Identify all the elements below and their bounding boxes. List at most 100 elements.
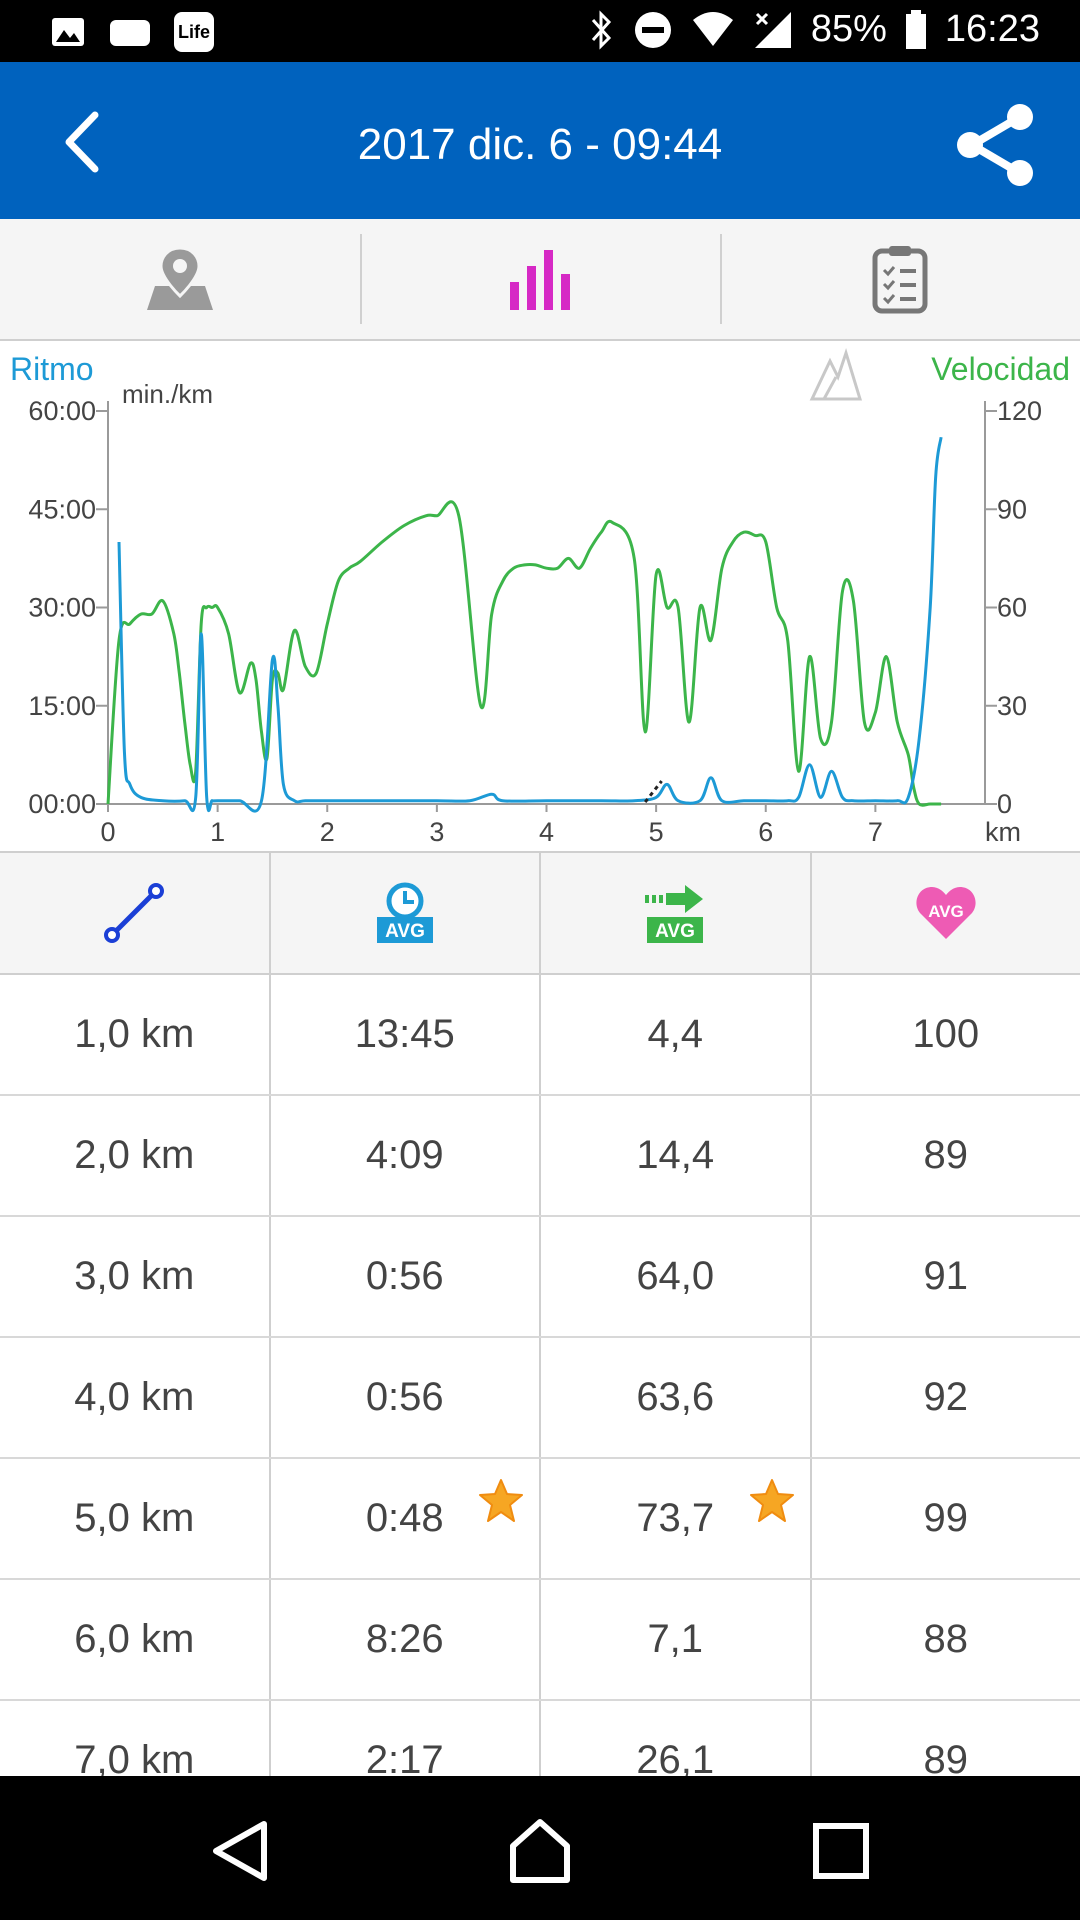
speed-cell-value: 14,4	[636, 1133, 715, 1177]
distance-cell-value: 5,0 km	[74, 1496, 195, 1540]
distance-cell-value: 2,0 km	[74, 1133, 195, 1177]
table-row: 1,0 km 13:45 4,4 100	[0, 975, 1080, 1096]
home-nav-icon[interactable]	[505, 1816, 575, 1886]
speed-cell-value: 7,1	[647, 1617, 704, 1661]
time-cell: 0:56	[271, 1338, 541, 1457]
tab-chart[interactable]	[360, 219, 720, 339]
speed-cell: 64,0	[541, 1217, 812, 1336]
distance-icon	[104, 883, 165, 943]
time-cell-value: 13:45	[354, 1012, 455, 1056]
table-row: 5,0 km 0:48 73,7 99	[0, 1459, 1080, 1580]
view-tabs	[0, 219, 1080, 341]
recents-nav-icon[interactable]	[806, 1816, 876, 1886]
header-avg-time: AVG	[271, 853, 541, 973]
y-left-tick-label: 45:00	[28, 494, 96, 524]
y-left-unit: min./km	[122, 379, 213, 409]
battery-icon	[905, 9, 926, 49]
bar-chart-icon	[510, 250, 570, 310]
cell-signal-icon	[754, 11, 791, 48]
star-icon	[479, 1479, 523, 1522]
distance-cell: 6,0 km	[0, 1580, 271, 1699]
x-tick-label: 1	[210, 817, 225, 847]
pace-label[interactable]: Ritmo	[10, 351, 94, 387]
back-nav-icon[interactable]	[206, 1816, 276, 1886]
y-right-tick-label: 120	[997, 396, 1042, 426]
speed-cell: 26,1	[541, 1701, 812, 1778]
back-arrow-icon[interactable]	[55, 107, 115, 177]
avg-heart-rate-icon: AVG	[916, 887, 976, 939]
heart-rate-cell: 100	[812, 975, 1080, 1094]
speed-cell: 63,6	[541, 1338, 812, 1457]
app-bar: 2017 dic. 6 - 09:44	[0, 62, 1080, 219]
y-left-tick-label: 30:00	[28, 593, 96, 623]
distance-cell: 7,0 km	[0, 1701, 271, 1778]
clipboard-checklist-icon	[872, 246, 928, 314]
heart-rate-cell-value: 92	[923, 1375, 969, 1419]
distance-cell: 4,0 km	[0, 1338, 271, 1457]
bluetooth-icon	[591, 9, 611, 50]
tab-summary[interactable]	[720, 219, 1080, 339]
distance-cell: 3,0 km	[0, 1217, 271, 1336]
header-avg-speed: AVG	[541, 853, 812, 973]
system-status: 85% 16:23	[589, 8, 1040, 51]
pace-speed-chart: Ritmo Velocidad 60:00 45:00 30:00 15:00 00:0…	[0, 341, 1080, 851]
life-app-icon: Life	[174, 12, 214, 52]
speed-cell: 4,4	[541, 975, 812, 1094]
distance-cell-value: 1,0 km	[74, 1012, 195, 1056]
heart-rate-cell-value: 100	[912, 1012, 980, 1056]
speed-label[interactable]: Velocidad	[931, 351, 1070, 387]
avg-time-icon: AVG	[376, 882, 433, 943]
distance-cell-value: 4,0 km	[74, 1375, 195, 1419]
time-cell: 0:56	[271, 1217, 541, 1336]
heart-rate-cell: 88	[812, 1580, 1080, 1699]
distance-cell-value: 7,0 km	[74, 1738, 195, 1778]
time-cell-value: 0:48	[365, 1496, 444, 1540]
share-icon[interactable]	[950, 100, 1040, 190]
distance-cell-value: 3,0 km	[74, 1254, 195, 1298]
x-tick-label: 4	[539, 817, 554, 847]
table-row: 4,0 km 0:56 63,6 92	[0, 1338, 1080, 1459]
header-avg-heart-rate: AVG	[812, 853, 1080, 973]
tab-map[interactable]	[0, 219, 360, 339]
time-cell: 0:48	[271, 1459, 541, 1578]
elevation-toggle-icon[interactable]	[808, 347, 864, 403]
table-row: 6,0 km 8:26 7,1 88	[0, 1580, 1080, 1701]
distance-cell: 2,0 km	[0, 1096, 271, 1215]
distance-cell: 1,0 km	[0, 975, 271, 1094]
x-tick-label: 2	[320, 817, 335, 847]
table-body: 1,0 km 13:45 4,4 100 2,0 km 4:09 14,4 89 3,0 km 0…	[0, 975, 1080, 1778]
clock: 16:23	[944, 8, 1040, 50]
table-row: 7,0 km 2:17 26,1 89	[0, 1701, 1080, 1778]
time-cell-value: 0:56	[365, 1254, 444, 1298]
do-not-disturb-icon	[634, 11, 671, 48]
y-left-tick-label: 15:00	[28, 691, 96, 721]
pace-series-line	[117, 436, 943, 813]
y-right-tick-label: 30	[997, 691, 1027, 721]
time-cell: 4:09	[271, 1096, 541, 1215]
time-cell-value: 0:56	[365, 1375, 444, 1419]
x-tick-label: 0	[100, 817, 115, 847]
svg-text:AVG: AVG	[655, 921, 695, 942]
system-nav-bar	[0, 1776, 1080, 1920]
star-icon	[749, 1479, 794, 1522]
map-pin-icon	[147, 246, 213, 310]
heart-rate-cell: 99	[812, 1459, 1080, 1578]
heart-rate-cell-value: 89	[923, 1133, 969, 1177]
table-header: AVG AVG AVG	[0, 853, 1080, 975]
y-left-tick-label: 00:00	[28, 789, 96, 819]
heart-rate-cell: 89	[812, 1096, 1080, 1215]
wifi-icon	[692, 11, 733, 46]
time-cell-value: 4:09	[365, 1133, 444, 1177]
time-cell-value: 2:17	[365, 1738, 444, 1778]
distance-cell-value: 6,0 km	[74, 1617, 195, 1661]
x-tick-label: 3	[429, 817, 444, 847]
heart-rate-cell: 92	[812, 1338, 1080, 1457]
table-row: 3,0 km 0:56 64,0 91	[0, 1217, 1080, 1338]
battery-percent: 85%	[810, 8, 887, 50]
heart-rate-cell-value: 89	[923, 1738, 969, 1778]
image-notification-icon	[52, 18, 84, 46]
x-tick-label: 5	[649, 817, 664, 847]
speed-cell-value: 4,4	[647, 1012, 704, 1056]
splits-table: AVG AVG AVG 1,0 km 13:45 4,4 100 2,0 km 4:09 1…	[0, 851, 1080, 1778]
heart-rate-cell: 91	[812, 1217, 1080, 1336]
